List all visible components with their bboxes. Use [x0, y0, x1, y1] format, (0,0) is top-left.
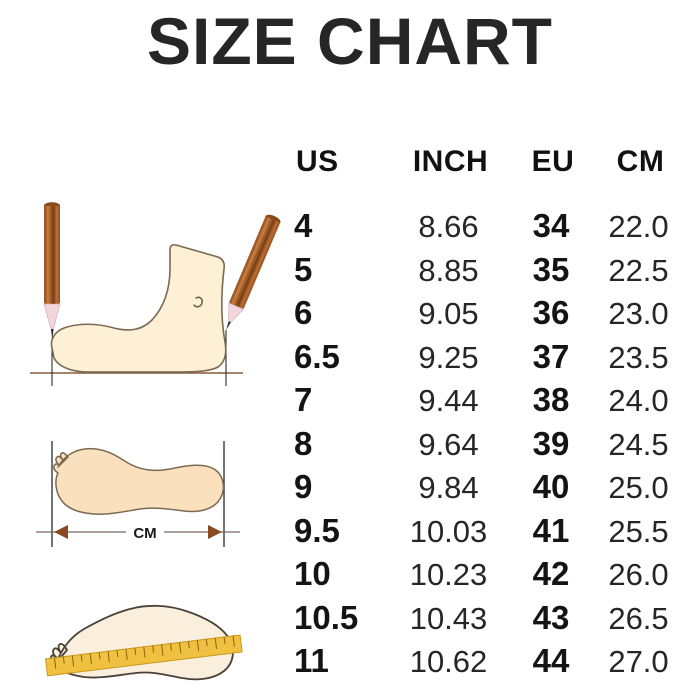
- cell-inch: 10.62: [409, 644, 488, 679]
- table-row: 6 9.05 36 23.0: [288, 294, 688, 338]
- cell-inch: 10.03: [409, 513, 488, 549]
- cell-us: 5: [294, 250, 313, 288]
- cell-us: 10.5: [294, 598, 359, 636]
- column-header-cm: CM: [616, 145, 665, 178]
- cell-cm: 25.0: [608, 470, 669, 505]
- column-header-inch: INCH: [412, 145, 489, 178]
- column-header-eu: EU: [531, 145, 575, 178]
- cm-measure-label: CM: [133, 525, 156, 542]
- cell-inch: 9.84: [418, 470, 479, 505]
- footprint-tape-illustration: [18, 585, 283, 700]
- cell-cm: 26.5: [608, 600, 669, 636]
- cell-cm: 26.0: [608, 557, 669, 592]
- cell-inch: 9.64: [418, 426, 479, 462]
- foot-side-view-illustration: [18, 190, 283, 390]
- table-row: 10 10.23 42 26.0: [288, 555, 688, 599]
- size-table: US INCH EU CM 4 8.66 34 22.0 5 8.85 35 22.5 6 9.0…: [288, 145, 688, 686]
- cell-cm: 23.0: [608, 296, 669, 331]
- table-row: 5 8.85 35 22.5: [288, 251, 688, 295]
- cell-us: 8: [294, 424, 313, 462]
- cell-inch: 9.05: [418, 296, 479, 331]
- measuring-tape-icon: [44, 634, 243, 677]
- pencil-right-icon: [226, 214, 281, 331]
- cell-us: 6.5: [294, 337, 340, 375]
- cell-eu: 43: [532, 598, 570, 636]
- cell-us: 9: [294, 468, 313, 505]
- table-row: 10.5 10.43 43 26.5: [288, 599, 688, 643]
- cell-eu: 36: [532, 294, 570, 331]
- table-row: 6.5 9.25 37 23.5: [288, 338, 688, 382]
- table-row: 7 9.44 38 24.0: [288, 381, 688, 425]
- cell-eu: 39: [532, 424, 570, 462]
- table-row: 8 9.64 39 24.5: [288, 425, 688, 469]
- page-title: SIZE CHART: [147, 4, 553, 78]
- cell-inch: 8.66: [418, 209, 479, 244]
- table-header-row: US INCH EU CM: [288, 145, 688, 207]
- cell-eu: 38: [532, 381, 570, 418]
- table-row: 9.5 10.03 41 25.5: [288, 512, 688, 556]
- table-row: 11 10.62 44 27.0: [288, 642, 688, 686]
- cell-cm: 22.5: [608, 252, 669, 288]
- cell-us: 4: [294, 207, 313, 244]
- cell-cm: 22.0: [608, 209, 669, 244]
- cell-eu: 34: [532, 207, 570, 244]
- illustrations-panel: CM: [18, 190, 283, 690]
- cell-us: 11: [294, 642, 329, 679]
- cell-eu: 41: [532, 511, 570, 549]
- cell-us: 6: [294, 294, 313, 331]
- cell-eu: 35: [532, 250, 570, 288]
- cell-inch: 10.23: [409, 557, 488, 592]
- cell-eu: 44: [532, 642, 570, 679]
- cell-cm: 27.0: [608, 644, 669, 679]
- cell-cm: 25.5: [608, 513, 669, 549]
- cell-eu: 42: [532, 555, 570, 592]
- cell-cm: 24.0: [608, 383, 669, 418]
- table-body: 4 8.66 34 22.0 5 8.85 35 22.5 6 9.05 36 23.0 6.5 9.25…: [288, 207, 688, 686]
- cell-us: 10: [294, 555, 331, 592]
- cell-inch: 8.85: [418, 252, 479, 288]
- cell-inch: 10.43: [409, 600, 488, 636]
- footprint-measure-illustration: CM: [18, 415, 283, 565]
- table-row: 4 8.66 34 22.0: [288, 207, 688, 251]
- pencil-left-icon: [43, 202, 61, 340]
- cell-cm: 23.5: [608, 339, 669, 375]
- cell-us: 7: [294, 381, 313, 418]
- table-row: 9 9.84 40 25.0: [288, 468, 688, 512]
- cell-us: 9.5: [294, 511, 340, 549]
- cell-eu: 40: [532, 468, 570, 505]
- cell-cm: 24.5: [608, 426, 669, 462]
- cell-inch: 9.25: [418, 339, 479, 375]
- cell-inch: 9.44: [418, 383, 479, 418]
- cell-eu: 37: [532, 337, 570, 375]
- column-header-us: US: [296, 145, 339, 178]
